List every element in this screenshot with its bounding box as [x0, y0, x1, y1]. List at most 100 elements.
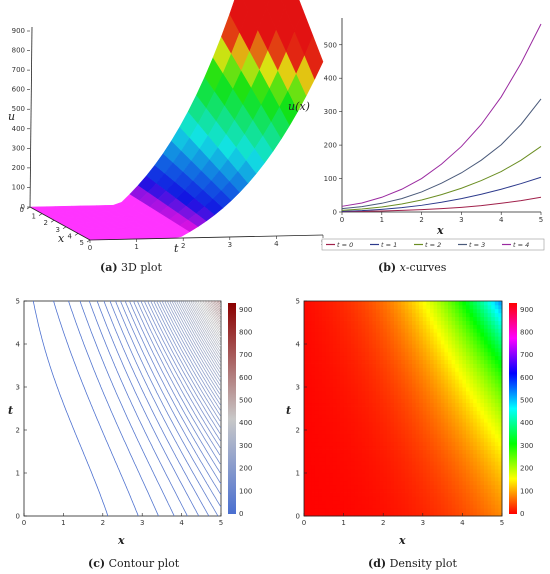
density-cell [458, 418, 463, 423]
density-cell [487, 320, 492, 325]
density-cell [379, 371, 384, 376]
density-cell [361, 508, 366, 513]
density-cell [419, 473, 424, 478]
density-cell [458, 390, 463, 396]
density-cell [401, 383, 406, 388]
density-cell [408, 332, 413, 337]
density-cell [415, 301, 420, 306]
density-cell [358, 437, 362, 443]
density-cell [332, 312, 337, 318]
density-cell [458, 484, 463, 490]
density-cell [412, 488, 416, 493]
density-cell [332, 457, 337, 462]
colorbar-tick-label: 100 [239, 487, 252, 495]
density-cell [383, 340, 388, 345]
density-cell [372, 445, 377, 450]
density-cell [422, 465, 427, 470]
density-cell [376, 488, 380, 493]
density-cell [433, 367, 438, 372]
density-cell [340, 488, 344, 493]
density-cell [466, 496, 470, 501]
density-cell [304, 344, 308, 349]
density-cell [361, 414, 366, 419]
density-cell [448, 496, 452, 501]
density-cell [383, 359, 388, 364]
density-cell [350, 304, 355, 310]
density-cell [466, 406, 470, 411]
density-cell [361, 449, 366, 454]
density-cell [311, 508, 316, 513]
density-cell [404, 383, 409, 388]
density-cell [318, 453, 323, 458]
density-cell [397, 469, 402, 474]
density-cell [390, 328, 395, 333]
density-cell [390, 437, 395, 443]
density-cell [473, 351, 478, 357]
density-cell [458, 433, 463, 439]
density-cell [318, 363, 323, 368]
density-cell [476, 363, 481, 368]
density-cell [480, 496, 485, 501]
density-cell [350, 398, 355, 404]
density-cell [484, 344, 488, 349]
density-cell [304, 500, 308, 505]
density-cell [473, 418, 478, 423]
density-cell [386, 402, 391, 407]
density-cell [343, 398, 348, 404]
density-cell [372, 441, 377, 447]
t-tick-label: 0 [88, 244, 92, 252]
density-cell [325, 488, 330, 493]
density-cell [430, 492, 434, 497]
density-cell [307, 508, 312, 513]
density-cell [318, 387, 323, 392]
density-cell [347, 422, 352, 427]
density-cell [494, 340, 499, 345]
density-cell [340, 508, 344, 513]
density-cell [354, 394, 359, 400]
density-cell [426, 469, 431, 474]
density-cell [426, 445, 431, 450]
density-cell [440, 469, 445, 474]
density-cell [390, 320, 395, 325]
density-cell [340, 324, 344, 329]
density-cell [473, 512, 478, 517]
density-cell [422, 363, 427, 368]
x-tick-label: 5 [219, 519, 223, 527]
density-cell [473, 500, 478, 505]
density-cell [491, 328, 496, 333]
density-cell [307, 301, 312, 306]
density-cell [343, 437, 348, 443]
density-cell [365, 476, 370, 482]
density-cell [314, 344, 319, 349]
density-cell [350, 363, 355, 368]
y-tick-label: 0 [333, 209, 337, 217]
density-cell [498, 320, 503, 325]
density-cell [307, 469, 312, 474]
density-cell [368, 441, 373, 447]
density-cell [484, 387, 488, 392]
density-cell [376, 426, 380, 431]
density-cell [448, 488, 452, 493]
density-cell [419, 465, 424, 470]
density-cell [401, 359, 406, 364]
density-cell [383, 383, 388, 388]
density-cell [304, 355, 308, 361]
density-cell [386, 422, 391, 427]
density-cell [422, 508, 427, 513]
density-cell [419, 351, 424, 357]
density-cell [365, 344, 370, 349]
density-cell [408, 312, 413, 318]
density-cell [412, 508, 416, 513]
density-cell [469, 312, 474, 318]
density-cell [372, 328, 377, 333]
density-cell [412, 383, 416, 388]
density-cell [350, 500, 355, 505]
density-cell [354, 312, 359, 318]
density-cell [325, 508, 330, 513]
y-tick-label: 1 [296, 470, 300, 478]
density-cell [433, 473, 438, 478]
density-cell [440, 449, 445, 454]
density-cell [451, 496, 456, 501]
density-cell [329, 304, 334, 310]
density-cell [469, 371, 474, 376]
